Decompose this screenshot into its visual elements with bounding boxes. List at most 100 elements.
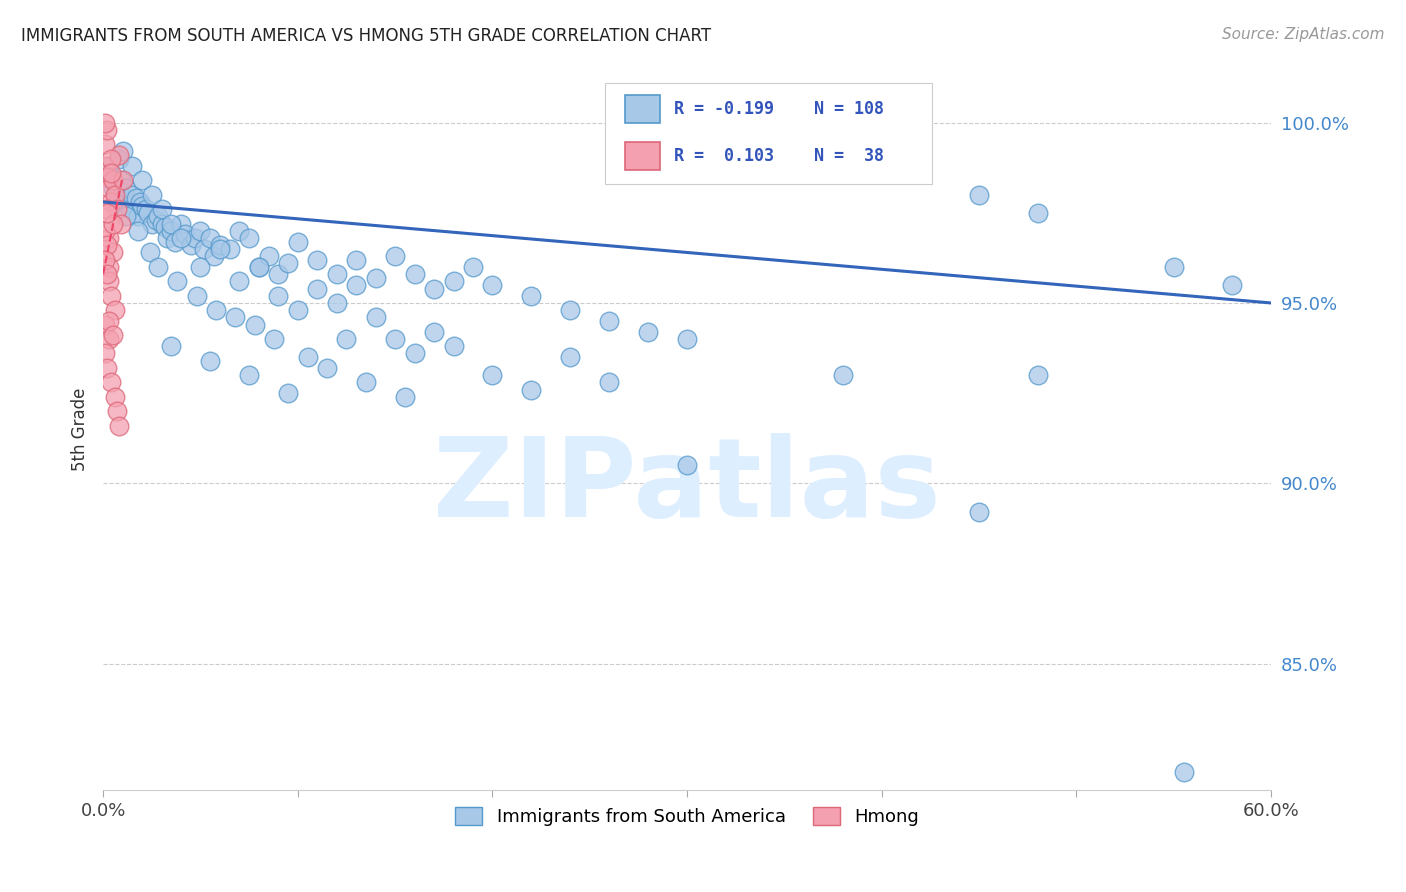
Point <box>198 231 221 245</box>
Point <box>100 194 122 209</box>
Point <box>238 231 260 245</box>
Point <box>307 281 329 295</box>
Point <box>120 202 142 217</box>
Point <box>94 252 117 267</box>
Point <box>101 245 124 260</box>
Point <box>257 249 280 263</box>
Point <box>228 274 250 288</box>
Point <box>98 159 121 173</box>
Point <box>100 169 122 184</box>
Point <box>125 191 148 205</box>
Point <box>404 267 426 281</box>
Point <box>94 159 117 173</box>
Point <box>238 368 260 383</box>
Point <box>96 202 118 217</box>
Point <box>121 159 143 173</box>
Point <box>325 296 347 310</box>
Point <box>277 256 299 270</box>
Point <box>110 173 132 187</box>
Point <box>208 238 231 252</box>
Point <box>1026 368 1049 383</box>
Point <box>560 350 582 364</box>
Point <box>117 198 139 212</box>
Point <box>335 332 357 346</box>
Point <box>218 242 240 256</box>
Point <box>104 177 127 191</box>
Point <box>105 404 128 418</box>
Point <box>114 194 136 209</box>
Point <box>170 231 193 245</box>
Point <box>277 386 299 401</box>
Point <box>94 318 117 332</box>
Point <box>135 202 157 217</box>
Point <box>104 303 127 318</box>
Point <box>404 346 426 360</box>
Point <box>183 231 205 245</box>
Point <box>267 267 290 281</box>
Point <box>96 123 118 137</box>
Point <box>156 231 179 245</box>
Text: R =  0.103    N =  38: R = 0.103 N = 38 <box>675 147 884 165</box>
Point <box>98 180 121 194</box>
Point <box>423 281 446 295</box>
Point <box>111 145 134 159</box>
Point <box>205 303 228 318</box>
Point <box>560 303 582 318</box>
Point <box>423 325 446 339</box>
Point <box>100 376 122 390</box>
Point <box>263 332 285 346</box>
Point <box>598 376 620 390</box>
Point <box>344 277 367 292</box>
Point <box>287 303 309 318</box>
Point <box>166 274 188 288</box>
Legend: Immigrants from South America, Hmong: Immigrants from South America, Hmong <box>446 797 928 835</box>
Point <box>131 198 153 212</box>
Point <box>394 390 416 404</box>
Point <box>111 191 134 205</box>
Point <box>364 270 387 285</box>
Point <box>127 210 149 224</box>
Point <box>101 217 124 231</box>
Point <box>198 353 221 368</box>
Point <box>208 242 231 256</box>
Point <box>676 332 699 346</box>
Point <box>107 184 129 198</box>
Point <box>131 173 153 187</box>
Text: ZIPatlas: ZIPatlas <box>433 434 941 541</box>
Point <box>676 458 699 473</box>
Point <box>967 187 990 202</box>
Point <box>141 187 163 202</box>
Point <box>100 166 122 180</box>
Point <box>110 217 132 231</box>
Point <box>105 202 128 217</box>
Point <box>96 169 118 184</box>
Point <box>170 217 193 231</box>
Point <box>98 274 121 288</box>
Point <box>481 368 503 383</box>
Point <box>190 224 212 238</box>
Point <box>96 267 118 281</box>
Point <box>111 173 134 187</box>
Point <box>150 217 173 231</box>
Point <box>96 206 118 220</box>
Point <box>267 289 290 303</box>
Point <box>165 235 187 249</box>
Point <box>193 242 215 256</box>
Y-axis label: 5th Grade: 5th Grade <box>72 387 89 471</box>
Point <box>146 210 169 224</box>
Point <box>101 173 124 187</box>
Point <box>121 187 143 202</box>
Point <box>287 235 309 249</box>
Point <box>107 152 129 166</box>
Point <box>228 224 250 238</box>
Point <box>104 187 127 202</box>
Point <box>1173 764 1195 779</box>
Point <box>94 224 117 238</box>
Point <box>307 252 329 267</box>
Point <box>141 217 163 231</box>
Point <box>105 187 128 202</box>
Point <box>247 260 270 274</box>
Point <box>104 390 127 404</box>
Point <box>443 274 465 288</box>
Text: Source: ZipAtlas.com: Source: ZipAtlas.com <box>1222 27 1385 42</box>
